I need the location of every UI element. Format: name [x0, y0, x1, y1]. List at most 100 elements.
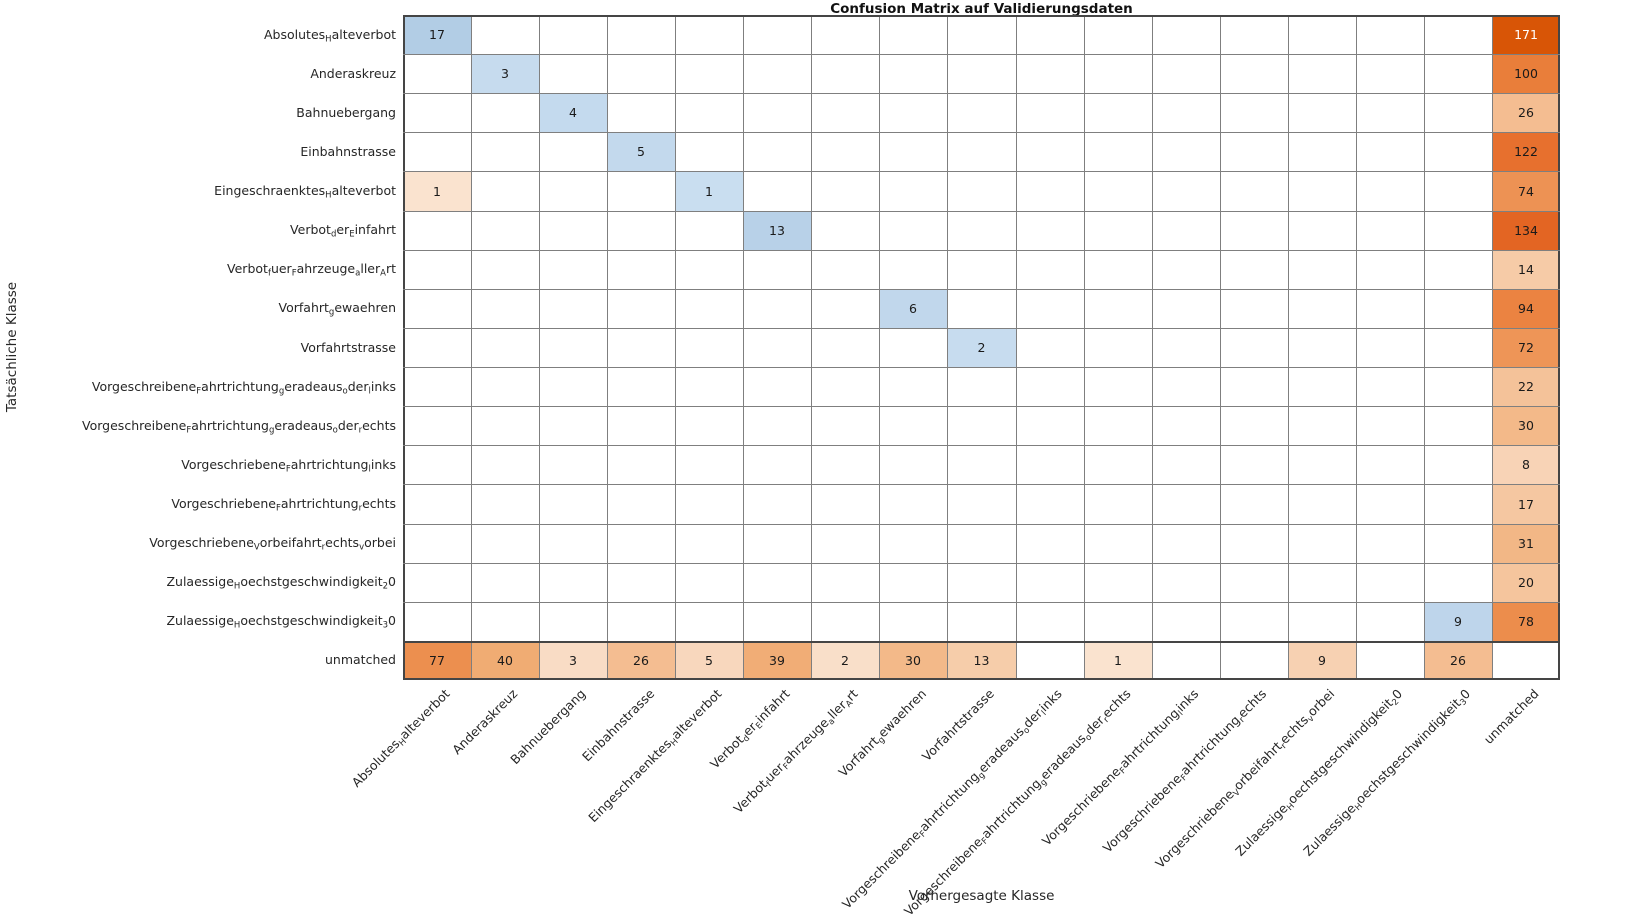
- matrix-cell: [1424, 524, 1492, 563]
- matrix-cell: [743, 406, 811, 445]
- matrix-cell: [607, 484, 675, 524]
- matrix-cell: [403, 54, 471, 93]
- matrix-cell: 6: [879, 289, 947, 328]
- matrix-cell: [471, 15, 539, 54]
- matrix-cell: 134: [1492, 211, 1560, 250]
- matrix-cell: [403, 602, 471, 641]
- matrix-cell: 30: [1492, 406, 1560, 445]
- matrix-cell: [471, 406, 539, 445]
- grid-line-horizontal: [403, 367, 1560, 368]
- matrix-cell: [1084, 524, 1152, 563]
- matrix-cell: 1: [1084, 641, 1152, 680]
- matrix-cell: [1220, 132, 1288, 171]
- matrix-cell: 74: [1492, 171, 1560, 211]
- grid-line-horizontal: [403, 445, 1560, 446]
- matrix-cell: [1288, 367, 1356, 406]
- matrix-cell: [1424, 289, 1492, 328]
- grid-line-horizontal: [403, 132, 1560, 133]
- matrix-cell: [1288, 93, 1356, 132]
- matrix-cell: [811, 250, 879, 289]
- matrix-cell: [675, 445, 743, 484]
- matrix-cell: [539, 406, 607, 445]
- matrix-cell: [675, 132, 743, 171]
- grid-line-horizontal: [403, 602, 1560, 603]
- matrix-cell: [1016, 524, 1084, 563]
- matrix-cell: [1016, 602, 1084, 641]
- matrix-cell: [675, 406, 743, 445]
- matrix-cell: [1016, 367, 1084, 406]
- matrix-cell: [1424, 250, 1492, 289]
- matrix-cell: [539, 132, 607, 171]
- matrix-cell: [1220, 367, 1288, 406]
- y-tick-label: VorgeschreibeneFahrtrichtunggeradeausode…: [91, 378, 396, 397]
- matrix-cell: [811, 211, 879, 250]
- matrix-cell: [1152, 641, 1220, 680]
- matrix-cell: [1288, 15, 1356, 54]
- matrix-cell: 3: [471, 54, 539, 93]
- matrix-cell: [1288, 524, 1356, 563]
- matrix-cell: [1152, 367, 1220, 406]
- matrix-cell: [1152, 524, 1220, 563]
- matrix-cell: [1356, 93, 1424, 132]
- x-tick-label: VorgeschreibeneFahrtrichtunggeradeausode…: [900, 686, 1134, 915]
- x-axis-title: Vorhergesagte Klasse: [908, 888, 1055, 904]
- matrix-cell: [1288, 602, 1356, 641]
- matrix-cell: [675, 367, 743, 406]
- matrix-cell: [1084, 563, 1152, 602]
- grid-line-horizontal: [403, 93, 1560, 94]
- matrix-cell: 39: [743, 641, 811, 680]
- matrix-cell: [811, 171, 879, 211]
- matrix-cell: [879, 54, 947, 93]
- matrix-cell: 5: [607, 132, 675, 171]
- matrix-cell: [811, 602, 879, 641]
- matrix-cell: [1084, 132, 1152, 171]
- matrix-cell: [1084, 289, 1152, 328]
- matrix-cell: [539, 524, 607, 563]
- y-tick-label: Anderaskreuz: [310, 65, 396, 81]
- matrix-cell: [539, 54, 607, 93]
- matrix-cell: [403, 211, 471, 250]
- grid-line-horizontal: [403, 406, 1560, 407]
- matrix-cell: 4: [539, 93, 607, 132]
- matrix-cell: [1084, 602, 1152, 641]
- y-tick-label: AbsolutesHalteverbot: [264, 26, 396, 45]
- x-tick-label: VerbotfuerFahrzeugeallerArt: [730, 686, 861, 817]
- matrix-cell: [607, 406, 675, 445]
- grid-line-vertical: [811, 15, 812, 680]
- y-tick-label: Einbahnstrasse: [300, 143, 396, 159]
- matrix-cell: [1356, 445, 1424, 484]
- matrix-cell: [947, 524, 1016, 563]
- matrix-cell: [1220, 524, 1288, 563]
- matrix-cell: [1356, 524, 1424, 563]
- matrix-cell: [743, 15, 811, 54]
- grid-line-vertical: [1288, 15, 1289, 680]
- matrix-cell: [1152, 15, 1220, 54]
- grid-line-vertical: [879, 15, 880, 680]
- grid-line-vertical: [1152, 15, 1153, 680]
- matrix-cell: [607, 211, 675, 250]
- grid-line-horizontal: [403, 563, 1560, 564]
- matrix-cell: [1356, 406, 1424, 445]
- grid-line-vertical: [471, 15, 472, 680]
- grid-line-horizontal: [403, 171, 1560, 172]
- grid-line-horizontal: [403, 678, 1560, 680]
- matrix-cell: [539, 367, 607, 406]
- heatmap-plot-area: 17 171 3 100 4 26 5 122 1 1 74 13 134 14 6 94 2 72 22 30 8 17…: [403, 15, 1560, 680]
- matrix-cell: [811, 93, 879, 132]
- matrix-cell: [811, 445, 879, 484]
- matrix-cell: [811, 484, 879, 524]
- matrix-cell: [1152, 132, 1220, 171]
- grid-line-horizontal: [403, 484, 1560, 485]
- matrix-cell: [1084, 93, 1152, 132]
- matrix-cell: [471, 93, 539, 132]
- grid-line-vertical: [607, 15, 608, 680]
- matrix-cell: [607, 289, 675, 328]
- matrix-cell: [1084, 171, 1152, 211]
- matrix-cell: [1424, 93, 1492, 132]
- matrix-cell: [947, 289, 1016, 328]
- matrix-cell: [675, 54, 743, 93]
- y-tick-label: Bahnuebergang: [296, 104, 396, 120]
- matrix-cell: [811, 132, 879, 171]
- matrix-cell: [1424, 211, 1492, 250]
